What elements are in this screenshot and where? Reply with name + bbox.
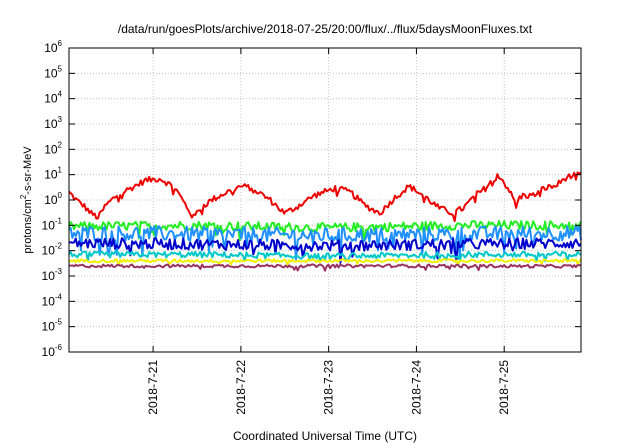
y-tick-label: 10-1 <box>42 216 63 232</box>
y-tick-label: 10-5 <box>42 318 63 334</box>
x-axis-label: Coordinated Universal Time (UTC) <box>233 429 417 443</box>
x-tick-label: 2018-7-23 <box>322 360 336 415</box>
series-line-4 <box>68 250 582 263</box>
y-tick-label: 106 <box>44 39 62 55</box>
series-line-3 <box>68 237 582 264</box>
grid <box>69 48 581 352</box>
y-tick-label: 103 <box>44 115 62 131</box>
y-axis-label-rest: -s-sr-MeV <box>22 146 34 195</box>
x-tick-label: 2018-7-24 <box>409 360 423 415</box>
y-tick-label: 105 <box>44 64 62 80</box>
x-axis: 2018-7-21 2018-7-22 2018-7-23 2018-7-24 2018… <box>146 48 511 415</box>
y-axis-label-sup: 2 <box>19 194 28 199</box>
y-axis-label-base: protons/cm <box>22 199 34 253</box>
y-tick-label: 10-6 <box>42 343 63 359</box>
series-line-5 <box>68 258 582 267</box>
x-tick-label: 2018-7-22 <box>234 360 248 415</box>
y-tick-label: 104 <box>44 90 62 106</box>
series-group <box>68 171 582 272</box>
y-tick-label: 101 <box>44 166 62 182</box>
x-tick-label: 2018-7-21 <box>146 360 160 415</box>
y-tick-label: 100 <box>44 191 62 207</box>
y-axis: 106 105 104 103 102 101 100 10-1 10-2 10-3 10-4 10-… <box>42 39 581 359</box>
series-line-2 <box>68 224 582 261</box>
y-tick-label: 10-2 <box>42 242 63 258</box>
y-tick-label: 10-3 <box>42 267 63 283</box>
series-line-6 <box>68 263 582 272</box>
y-tick-label: 10-4 <box>42 292 63 308</box>
y-axis-label: protons/cm2-s-sr-MeV <box>19 146 34 254</box>
y-tick-label: 102 <box>44 140 62 156</box>
series-line-0 <box>68 171 582 223</box>
x-tick-label: 2018-7-25 <box>497 360 511 415</box>
chart-title: /data/run/goesPlots/archive/2018-07-25/2… <box>118 22 533 36</box>
